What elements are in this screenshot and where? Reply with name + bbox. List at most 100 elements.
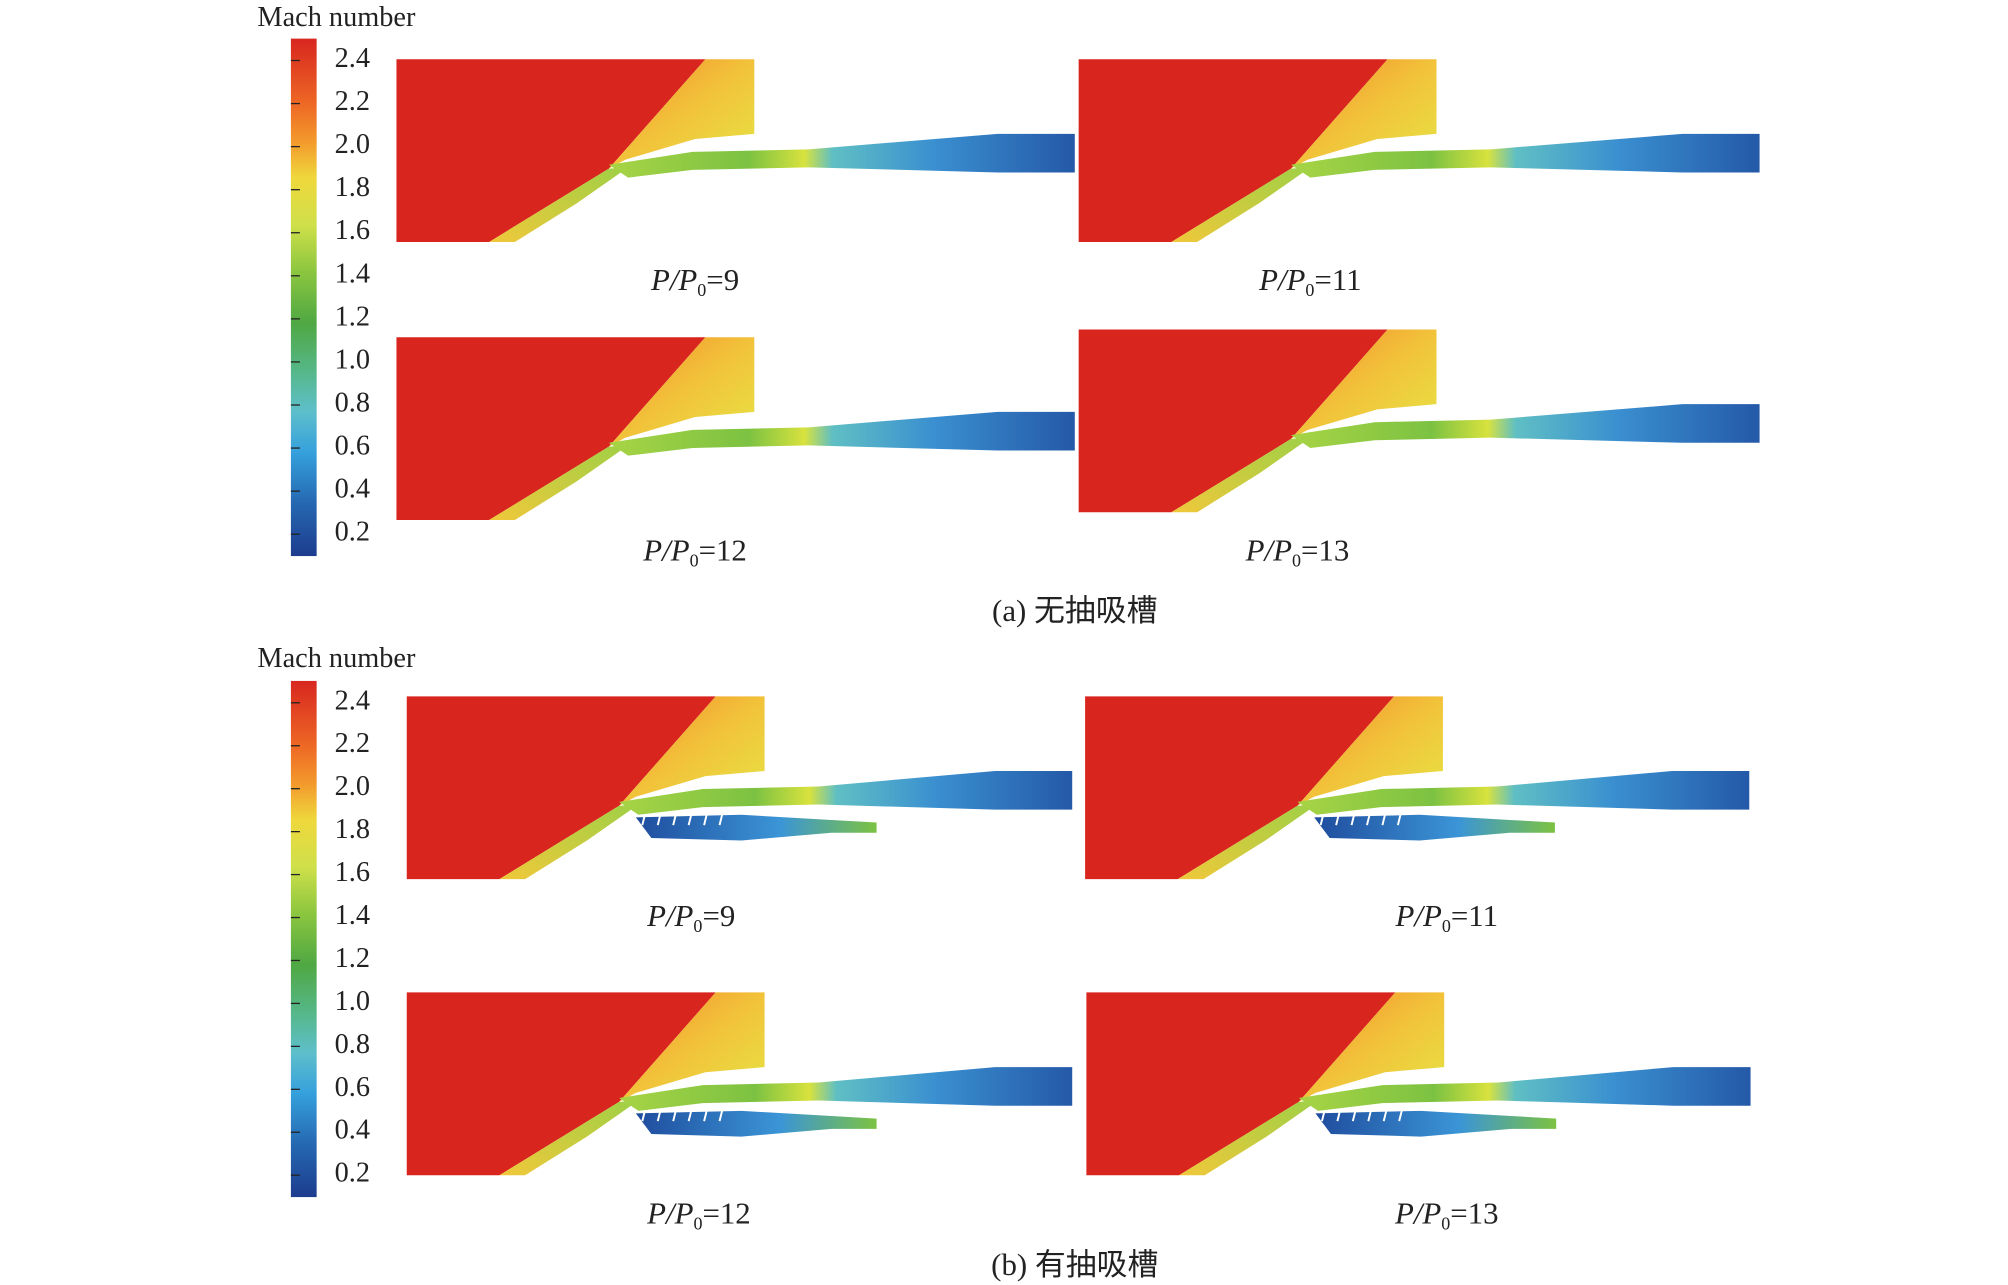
slot-wall xyxy=(718,814,724,826)
compression-region xyxy=(608,337,755,447)
label-prefix: P/P xyxy=(646,898,693,933)
subplot-label: P/P0=12 xyxy=(642,533,747,571)
compression-region xyxy=(1291,59,1437,169)
freestream-region xyxy=(1085,696,1395,880)
colorbar xyxy=(290,680,317,1198)
freestream-region xyxy=(1086,992,1396,1176)
label-suffix: =13 xyxy=(1301,533,1349,568)
colorbar-tick-label: 1.6 xyxy=(335,215,370,246)
contour-plot xyxy=(1078,329,1760,513)
compression-region xyxy=(619,992,765,1102)
label-subscript: 0 xyxy=(1292,551,1301,571)
contour-plot xyxy=(396,59,1075,242)
colorbar-tick-label: 1.2 xyxy=(335,943,370,974)
freestream-region xyxy=(406,696,716,880)
colorbar-tick-label: 0.6 xyxy=(335,1072,370,1103)
label-subscript: 0 xyxy=(693,1214,702,1234)
isolator-duct xyxy=(619,1067,1073,1111)
ramp-layer xyxy=(489,445,629,521)
contour-plot xyxy=(406,696,1073,880)
contour-plot xyxy=(1085,696,1750,880)
slot-wall xyxy=(718,1110,724,1122)
subplot-label: P/P0=13 xyxy=(1245,533,1350,571)
colorbar-tick-label: 1.4 xyxy=(335,258,370,289)
slot-wall xyxy=(1381,814,1386,826)
label-suffix: =9 xyxy=(706,262,739,297)
colorbar-tick-label: 2.0 xyxy=(335,771,370,802)
freestream-region xyxy=(1078,329,1388,513)
label-subscript: 0 xyxy=(1305,280,1314,300)
suction-slot xyxy=(1315,1110,1557,1137)
colorbar-title: Mach number xyxy=(257,643,416,674)
slot-wall xyxy=(1319,814,1325,826)
colorbar-tick-label: 2.4 xyxy=(335,685,370,716)
label-prefix: P/P xyxy=(1258,262,1305,297)
compression-region xyxy=(1291,329,1437,439)
isolator-duct xyxy=(619,771,1073,815)
label-suffix: =11 xyxy=(1451,898,1498,933)
contour-plot xyxy=(1078,59,1760,242)
suction-slot xyxy=(635,1110,877,1137)
ramp-layer xyxy=(499,1100,639,1176)
panel-caption: (b) 有抽吸槽 xyxy=(991,1247,1158,1282)
ramp-layer xyxy=(1179,1100,1319,1176)
label-prefix: P/P xyxy=(642,533,689,568)
isolator-duct xyxy=(608,411,1075,456)
slot-wall xyxy=(1367,1110,1372,1122)
freestream-region xyxy=(396,59,706,242)
slot-wall xyxy=(641,1110,646,1122)
freestream-region xyxy=(1078,59,1388,242)
colorbar-tick-label: 1.4 xyxy=(335,900,370,931)
compression-region xyxy=(608,59,755,169)
label-suffix: =13 xyxy=(1450,1195,1498,1230)
slot-wall xyxy=(703,1110,708,1122)
panel-caption: (a) 无抽吸槽 xyxy=(992,593,1158,628)
label-subscript: 0 xyxy=(1442,916,1451,936)
slot-wall xyxy=(1396,814,1402,826)
slot-wall xyxy=(672,1110,677,1122)
colorbar-tick-label: 1.8 xyxy=(335,172,370,203)
label-prefix: P/P xyxy=(650,262,697,297)
compression-region xyxy=(619,696,765,806)
label-subscript: 0 xyxy=(690,551,699,571)
isolator-duct xyxy=(1298,1067,1751,1111)
colorbar-tick-label: 2.2 xyxy=(335,728,370,759)
slot-wall xyxy=(1366,814,1371,826)
slot-wall xyxy=(1398,1110,1403,1122)
colorbar-tick-label: 0.8 xyxy=(335,387,370,418)
freestream-region xyxy=(406,992,716,1176)
label-suffix: =12 xyxy=(699,533,747,568)
label-suffix: =12 xyxy=(702,1195,750,1230)
label-prefix: P/P xyxy=(646,1195,693,1230)
slot-wall xyxy=(1351,1110,1357,1122)
slot-wall xyxy=(1335,814,1340,826)
label-subscript: 0 xyxy=(693,916,702,936)
label-suffix: =11 xyxy=(1314,262,1361,297)
slot-wall xyxy=(687,1110,693,1122)
colorbar-tick-label: 1.6 xyxy=(335,857,370,888)
label-prefix: P/P xyxy=(1395,898,1442,933)
colorbar-tick-label: 1.8 xyxy=(335,814,370,845)
subplot-label: P/P0=12 xyxy=(646,1195,751,1233)
slot-wall xyxy=(641,814,646,826)
subplot-label: P/P0=11 xyxy=(1258,262,1361,300)
suction-slot xyxy=(635,814,877,841)
isolator-duct xyxy=(1297,771,1750,815)
colorbar xyxy=(290,38,317,557)
ramp-layer xyxy=(489,167,629,242)
colorbar-tick-label: 1.2 xyxy=(335,301,370,332)
colorbar-tick-label: 2.4 xyxy=(335,43,370,74)
freestream-region xyxy=(396,337,706,521)
slot-wall xyxy=(656,814,662,826)
subplot-label: P/P0=13 xyxy=(1394,1195,1499,1233)
colorbar-tick-label: 0.8 xyxy=(335,1029,370,1060)
subplot-label: P/P0=9 xyxy=(650,262,739,300)
slot-wall xyxy=(672,814,677,826)
contour-plot xyxy=(1086,992,1751,1176)
colorbar-tick-label: 0.4 xyxy=(335,1115,370,1146)
colorbar-tick-label: 1.0 xyxy=(335,344,370,375)
label-subscript: 0 xyxy=(697,280,706,300)
compression-region xyxy=(1297,696,1443,806)
suction-slot xyxy=(1314,814,1555,841)
